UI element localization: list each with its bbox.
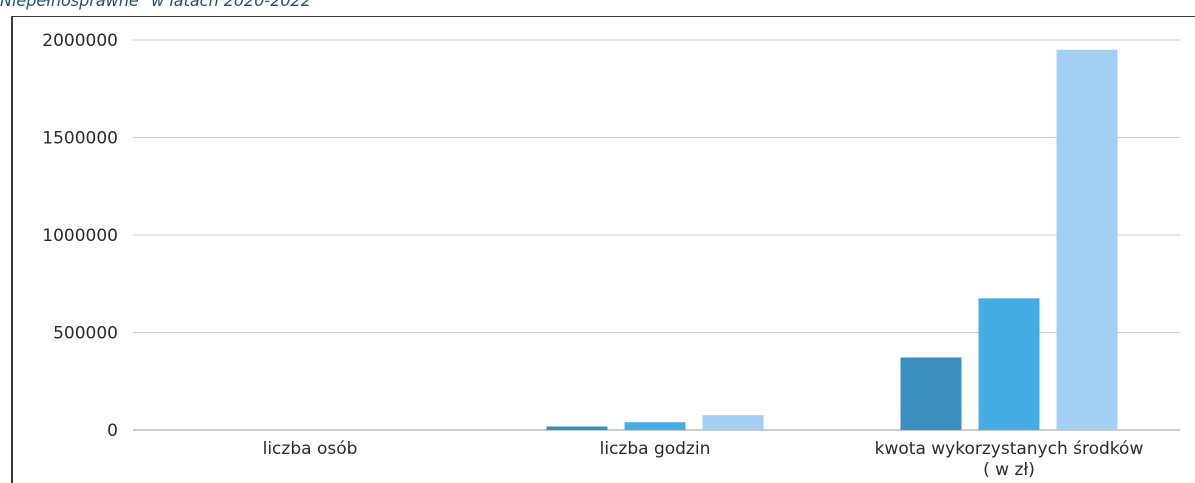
bar-series-2-category-3: [978, 298, 1040, 430]
x-category-label: liczba godzin: [600, 439, 711, 459]
x-category-label: ( w zł): [983, 460, 1035, 480]
chart-frame: [11, 16, 1195, 483]
bar-series-3-category-3: [1056, 49, 1118, 430]
y-tick-label: 0: [107, 421, 118, 441]
y-tick-label: 500000: [53, 324, 118, 344]
chart-title: Niepełnosprawne" w latach 2020-2022: [0, 0, 311, 10]
bar-series-1-category-3: [900, 357, 962, 430]
bar-series-1-category-2: [546, 426, 608, 430]
bar-series-3-category-2: [702, 415, 764, 430]
x-category-label: kwota wykorzystanych środków: [875, 439, 1144, 459]
y-tick-label: 1500000: [42, 129, 118, 149]
y-tick-label: 1000000: [42, 226, 118, 246]
x-category-label: liczba osób: [263, 439, 358, 459]
y-tick-label: 2000000: [42, 31, 118, 51]
bar-series-2-category-2: [624, 422, 686, 430]
